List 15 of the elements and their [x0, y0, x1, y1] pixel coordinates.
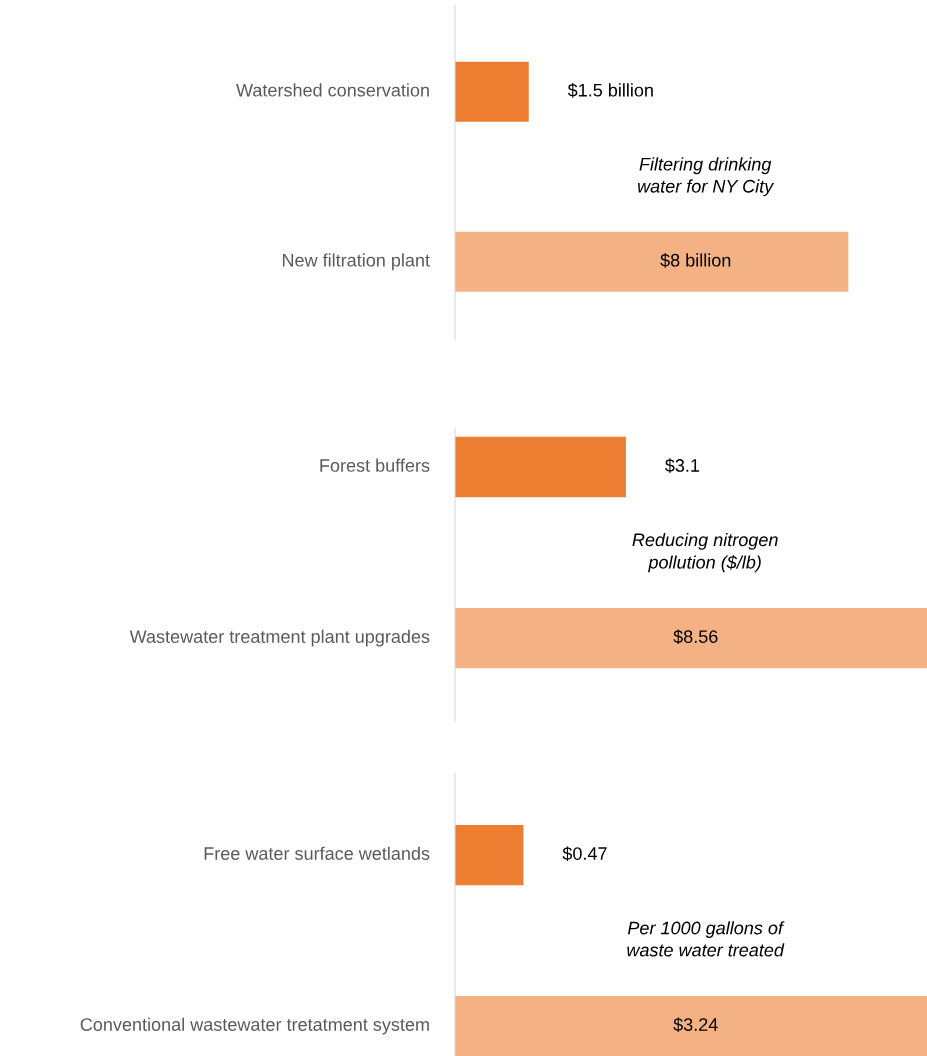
y-tick-label: Free water surface wetlands	[204, 846, 430, 860]
annotation: Reducing nitrogen pollution ($/lb)	[632, 532, 778, 573]
y-tick-label: Watershed conservation	[236, 83, 429, 97]
y-tick-label: Forest buffers	[320, 458, 430, 472]
data-label: $8.56	[673, 629, 718, 645]
data-label: $1.5 billion	[567, 83, 653, 98]
y-tick-label: Conventional wastewater tretatment system	[80, 1017, 429, 1035]
y-tick-label: Wastewater treatment plant upgrades	[129, 629, 430, 647]
data-label: $3.24	[673, 1017, 718, 1032]
annotation: Filtering drinking water for NY City	[638, 157, 775, 197]
data-label: $3.1	[665, 458, 700, 473]
data-label: $8 billion	[660, 253, 731, 268]
annotation: Per 1000 gallons of waste water treated	[627, 921, 785, 957]
data-label: $0.47	[562, 846, 607, 861]
y-tick-label: New filtration plant	[282, 253, 430, 271]
